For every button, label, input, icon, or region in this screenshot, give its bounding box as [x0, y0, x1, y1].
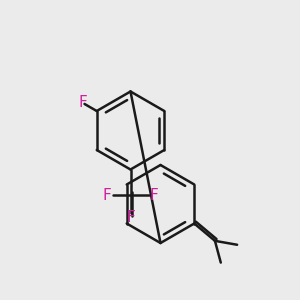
Text: F: F	[78, 95, 87, 110]
Text: F: F	[103, 188, 112, 202]
Text: F: F	[126, 210, 135, 225]
Text: F: F	[149, 188, 158, 202]
